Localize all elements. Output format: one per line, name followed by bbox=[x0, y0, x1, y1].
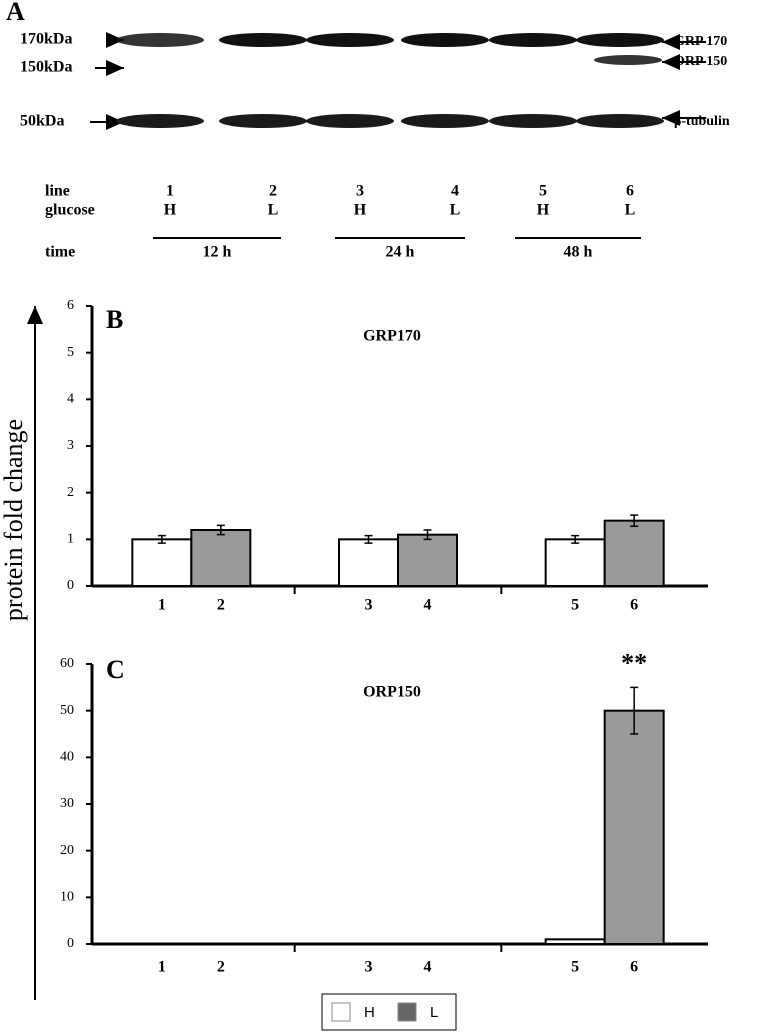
band-label: ORP 150 bbox=[674, 54, 727, 69]
band-label: GRP 170 bbox=[674, 34, 727, 49]
error-bar bbox=[423, 529, 432, 541]
y-tick-label: 10 bbox=[60, 890, 74, 905]
blot-band bbox=[219, 33, 307, 47]
glucose-label: H bbox=[164, 202, 177, 219]
blot-band bbox=[116, 114, 204, 128]
error-bar bbox=[630, 514, 639, 528]
glucose-label: H bbox=[354, 202, 367, 219]
blot-band bbox=[306, 33, 394, 47]
x-tick-label: 4 bbox=[424, 597, 432, 614]
y-tick-label: 0 bbox=[67, 578, 74, 593]
lane-number: 1 bbox=[166, 183, 174, 200]
y-tick-label: 2 bbox=[67, 485, 74, 500]
blot-band bbox=[401, 114, 489, 128]
x-tick-label: 6 bbox=[630, 959, 638, 976]
x-tick-label: 3 bbox=[365, 597, 373, 614]
glucose-label: L bbox=[450, 202, 461, 219]
legend-swatch bbox=[331, 1002, 351, 1022]
bar bbox=[338, 538, 399, 587]
error-bar bbox=[216, 524, 225, 536]
legend-label: L bbox=[430, 1004, 438, 1021]
blot-band bbox=[489, 33, 577, 47]
bar bbox=[190, 529, 252, 587]
legend-label: H bbox=[364, 1004, 375, 1021]
lane-number: 2 bbox=[269, 183, 277, 200]
lane-number: 4 bbox=[451, 183, 459, 200]
y-tick-label: 20 bbox=[60, 843, 74, 858]
x-tick-label: 6 bbox=[630, 597, 638, 614]
x-tick-label: 5 bbox=[571, 959, 579, 976]
y-tick-label: 5 bbox=[67, 345, 74, 360]
blot-band bbox=[576, 114, 664, 128]
y-tick-label: 6 bbox=[67, 298, 74, 313]
blot-band bbox=[116, 33, 204, 47]
blot-band bbox=[594, 55, 662, 65]
chart-title: ORP150 bbox=[363, 684, 421, 701]
blot-band bbox=[401, 33, 489, 47]
y-tick-label: 3 bbox=[67, 438, 74, 453]
blot-band bbox=[489, 114, 577, 128]
band-label: β-tubulin bbox=[674, 114, 730, 129]
x-tick-label: 1 bbox=[158, 597, 166, 614]
glucose-label: L bbox=[625, 202, 636, 219]
x-tick-label: 5 bbox=[571, 597, 579, 614]
lane-number: 5 bbox=[539, 183, 547, 200]
panel-label: B bbox=[106, 305, 123, 334]
error-bar bbox=[630, 686, 639, 735]
bar bbox=[603, 519, 665, 588]
bar bbox=[397, 533, 458, 588]
error-bar bbox=[571, 534, 580, 544]
row-label: line bbox=[45, 183, 70, 200]
bar bbox=[603, 709, 665, 946]
bar bbox=[131, 538, 193, 587]
blot-band bbox=[576, 33, 664, 47]
annotation: ** bbox=[621, 648, 647, 677]
x-tick-label: 4 bbox=[424, 959, 432, 976]
panel-label: A bbox=[6, 0, 25, 26]
row-label: time bbox=[45, 244, 75, 261]
glucose-label: H bbox=[537, 202, 550, 219]
lane-number: 3 bbox=[356, 183, 364, 200]
lane-number: 6 bbox=[626, 183, 634, 200]
y-tick-label: 40 bbox=[60, 750, 74, 765]
y-tick-label: 30 bbox=[60, 796, 74, 811]
chart-title: GRP170 bbox=[363, 328, 421, 345]
y-tick-label: 0 bbox=[67, 936, 74, 951]
error-bar bbox=[157, 534, 166, 544]
y-tick-label: 60 bbox=[60, 656, 74, 671]
y-tick-label: 4 bbox=[67, 392, 74, 407]
x-tick-label: 2 bbox=[217, 597, 225, 614]
y-tick-label: 1 bbox=[67, 532, 74, 547]
error-bar bbox=[364, 534, 373, 544]
time-label: 48 h bbox=[564, 244, 593, 261]
y-tick-label: 50 bbox=[60, 703, 74, 718]
marker-label: 50kDa bbox=[20, 113, 64, 130]
x-tick-label: 3 bbox=[365, 959, 373, 976]
blot-band bbox=[306, 114, 394, 128]
marker-label: 150kDa bbox=[20, 59, 72, 76]
x-tick-label: 2 bbox=[217, 959, 225, 976]
blot-band bbox=[219, 114, 307, 128]
legend-box bbox=[321, 993, 457, 1031]
y-axis-label: protein fold change bbox=[0, 419, 28, 621]
panel-label: C bbox=[106, 655, 125, 684]
bar bbox=[544, 938, 606, 945]
legend-swatch bbox=[397, 1002, 417, 1022]
x-tick-label: 1 bbox=[158, 959, 166, 976]
row-label: glucose bbox=[45, 202, 95, 219]
time-label: 12 h bbox=[203, 244, 232, 261]
marker-label: 170kDa bbox=[20, 31, 72, 48]
bar bbox=[544, 538, 606, 587]
time-label: 24 h bbox=[386, 244, 415, 261]
glucose-label: L bbox=[268, 202, 279, 219]
